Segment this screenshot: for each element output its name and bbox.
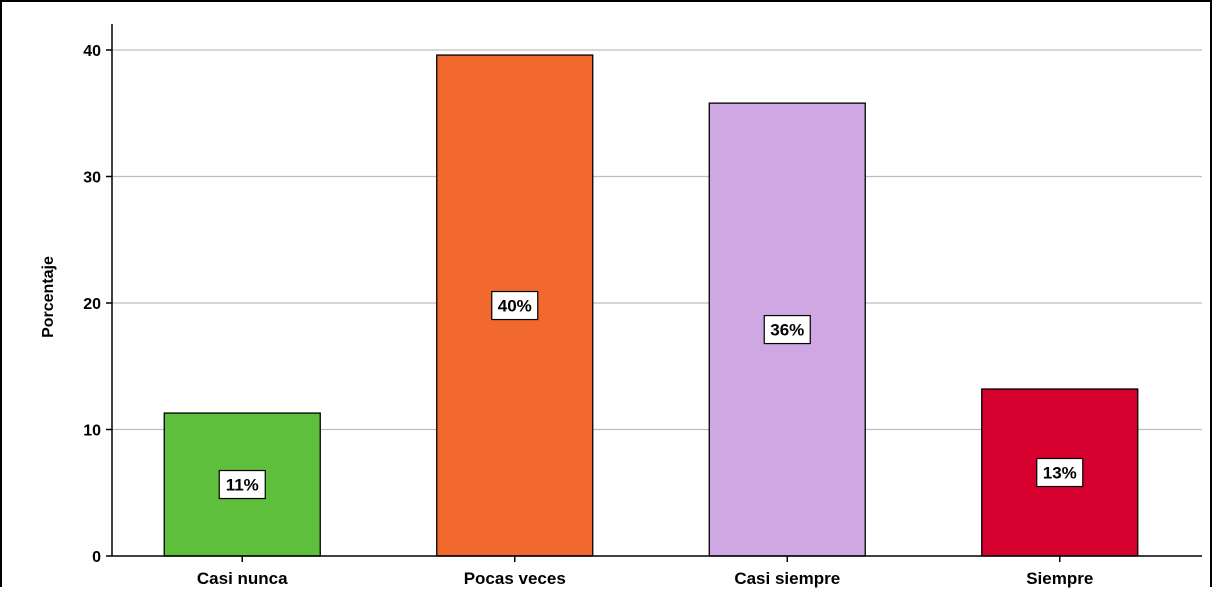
data-label: 40% bbox=[491, 290, 539, 321]
data-label-box bbox=[218, 469, 266, 500]
x-category-labels: Casi nunca Pocas veces Casi siempre Siempre bbox=[197, 556, 1093, 588]
y-tick-label: 10 bbox=[83, 423, 101, 440]
y-tick-labels: 0 10 20 30 40 bbox=[83, 43, 112, 566]
x-category-label: Casi nunca bbox=[197, 569, 288, 588]
data-label-box bbox=[1036, 457, 1084, 488]
data-label-text: 11% bbox=[226, 476, 259, 495]
y-axis-title: Porcentaje bbox=[40, 256, 57, 338]
y-tick-label: 40 bbox=[83, 43, 101, 60]
data-labels: 11% 40% 36% 13% bbox=[218, 290, 1084, 500]
data-label-text: 40% bbox=[498, 297, 532, 316]
data-label: 13% bbox=[1036, 457, 1084, 488]
data-label: 11% bbox=[218, 469, 266, 500]
gridlines bbox=[112, 49, 1202, 431]
x-category-label: Casi siempre bbox=[734, 569, 840, 588]
data-label-box bbox=[491, 290, 539, 321]
data-label: 36% bbox=[763, 314, 811, 345]
y-tick-label: 30 bbox=[83, 170, 101, 187]
y-tick-label: 0 bbox=[92, 549, 101, 566]
x-category-label: Pocas veces bbox=[464, 569, 566, 588]
axes bbox=[111, 24, 1202, 557]
bars bbox=[163, 54, 1139, 557]
x-category-label: Siempre bbox=[1026, 569, 1093, 588]
y-tick-label: 20 bbox=[83, 296, 101, 313]
data-label-text: 13% bbox=[1043, 464, 1077, 483]
data-label-box bbox=[763, 314, 811, 345]
data-label-text: 36% bbox=[770, 321, 804, 340]
